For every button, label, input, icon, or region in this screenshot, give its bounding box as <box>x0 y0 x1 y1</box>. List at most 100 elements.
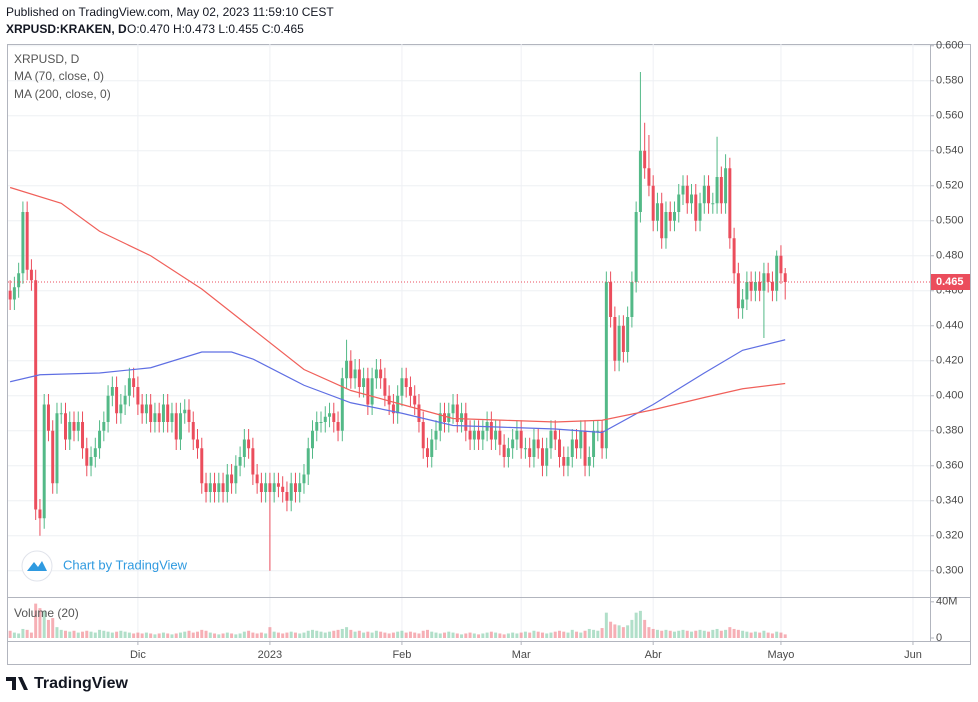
volume-bar <box>21 628 25 638</box>
candle-body <box>558 439 561 457</box>
volume-bar <box>374 630 378 638</box>
ohlc: O:0.470 H:0.473 L:0.455 C:0.465 <box>127 22 304 36</box>
candle-body <box>396 395 400 414</box>
candle-body <box>434 430 438 440</box>
volume-bar <box>460 634 464 638</box>
volume-bar <box>213 633 217 638</box>
candle-body <box>460 413 464 422</box>
x-tick-label: Mayo <box>767 649 794 661</box>
candle-body <box>651 185 655 221</box>
volume-bar <box>583 630 587 638</box>
candle-body <box>430 439 434 457</box>
volume-bar <box>391 632 395 638</box>
candle-body <box>166 404 170 422</box>
volume-bar <box>451 632 455 638</box>
volume-bar <box>89 631 93 638</box>
candle-body <box>498 430 502 445</box>
x-tick-label: Dic <box>130 649 146 661</box>
candle-body <box>217 483 221 492</box>
volume-bar <box>609 621 613 638</box>
candle-body <box>600 430 604 449</box>
volume-bar <box>498 633 502 638</box>
volume-bar <box>110 632 114 638</box>
y-tick-label: 0.360 <box>936 460 964 472</box>
volume-bar <box>174 633 178 638</box>
candle-body <box>400 378 404 396</box>
volume-bar <box>225 632 229 638</box>
candle-body <box>494 430 498 440</box>
candle-body <box>38 509 42 519</box>
candle-body <box>268 483 272 492</box>
volume-bar <box>651 628 655 638</box>
volume-bar <box>481 633 485 638</box>
candle-body <box>596 430 600 432</box>
candle-body <box>702 185 706 204</box>
candle-body <box>455 404 459 422</box>
volume-bar <box>724 629 728 638</box>
volume-bar <box>668 630 672 638</box>
candle-body <box>698 203 702 221</box>
volume-bar <box>106 631 110 638</box>
y-tick-label: 0.400 <box>936 390 964 402</box>
candle-body <box>647 168 651 186</box>
candle-body <box>153 413 157 422</box>
plot <box>8 44 934 645</box>
candle-body <box>123 395 127 405</box>
footer-text[interactable]: TradingView <box>34 675 129 692</box>
volume-bar <box>289 631 293 638</box>
candle-body <box>630 282 634 317</box>
candle-body <box>213 483 217 492</box>
volume-bar <box>208 632 212 638</box>
candle-body <box>174 413 178 440</box>
volume-bar <box>783 634 787 638</box>
volume-bar <box>345 627 349 638</box>
volume-bar <box>315 630 319 638</box>
candle-body <box>119 404 123 414</box>
candle-body <box>613 317 617 361</box>
volume-bar <box>570 629 574 638</box>
volume-bar <box>55 627 59 638</box>
candle-body <box>383 378 387 396</box>
volume-bar <box>396 631 400 638</box>
candle-body <box>332 413 336 422</box>
volume-bar <box>259 632 263 638</box>
candle-body <box>681 185 685 195</box>
candle-body <box>319 422 323 423</box>
volume-bar <box>447 631 451 638</box>
watermark[interactable]: Chart by TradingView <box>21 550 188 582</box>
candle-body <box>285 492 289 501</box>
volume-bar <box>702 630 706 638</box>
volume-bar <box>425 629 429 638</box>
volume-bar <box>455 633 459 638</box>
candle-body <box>464 413 468 431</box>
volume-bar <box>511 632 515 638</box>
volume-bar <box>340 628 344 638</box>
volume-bar <box>196 631 200 638</box>
volume-bar <box>617 625 621 638</box>
volume-bar <box>51 618 55 638</box>
candle-body <box>417 404 421 422</box>
volume-bar <box>234 634 238 638</box>
candle-body <box>221 483 225 492</box>
candle-body <box>425 448 429 457</box>
candle-body <box>587 457 591 466</box>
volume-bar <box>421 630 425 638</box>
y-tick-label: 0.480 <box>936 250 964 262</box>
volume-bar <box>575 631 579 638</box>
volume-bar <box>545 633 549 638</box>
footer-logo[interactable]: TradingView <box>6 675 129 692</box>
candle-body <box>762 273 766 291</box>
volume-bar <box>387 633 391 638</box>
x-tick-label: Mar <box>512 649 531 661</box>
candle-body <box>468 430 472 440</box>
volume-bar <box>204 630 208 638</box>
candle-body <box>51 430 55 484</box>
volume-bar <box>762 630 766 638</box>
watermark-text[interactable]: Chart by TradingView <box>63 557 188 572</box>
candle-body <box>481 430 485 440</box>
candle-body <box>741 299 745 309</box>
volume-bar <box>494 632 498 638</box>
candle-body <box>753 282 757 291</box>
tv-logo <box>6 677 28 690</box>
moving-average <box>9 339 786 434</box>
